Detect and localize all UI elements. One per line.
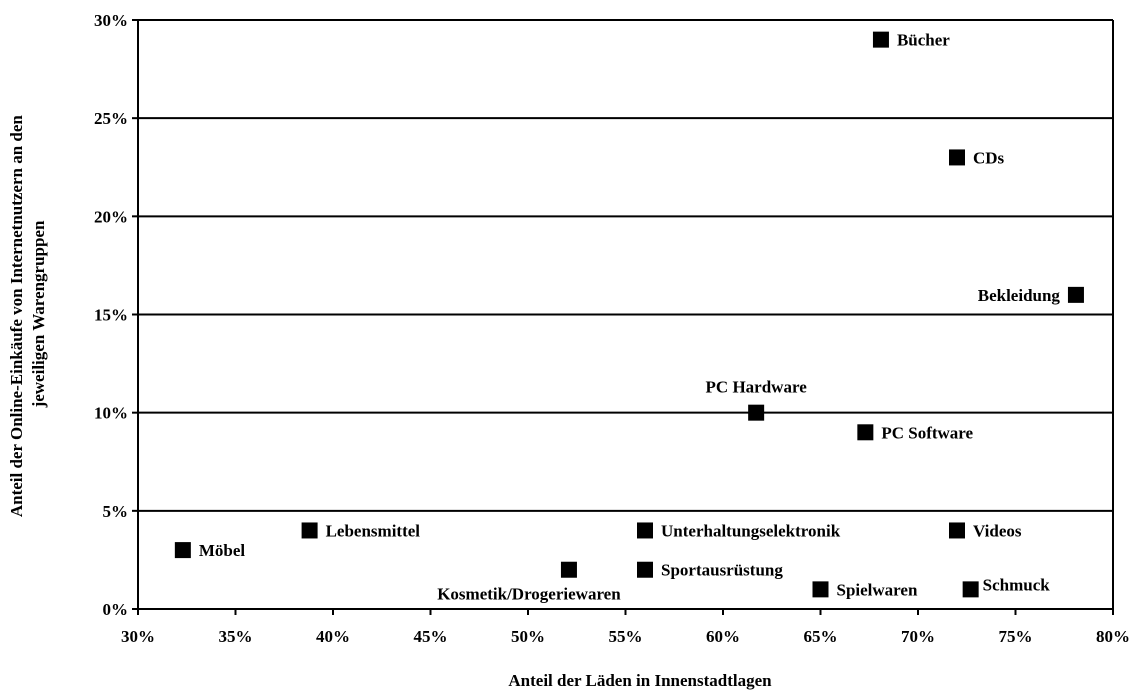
data-point (962, 581, 979, 598)
point-label: Bücher (897, 31, 950, 50)
data-point (949, 522, 965, 539)
data-point (637, 561, 653, 578)
y-tick-label: 25% (94, 109, 128, 128)
data-point (857, 424, 874, 441)
x-tick-label: 35% (219, 627, 253, 646)
data-points: Bücher CDs Bekleidung PC Hardware PC Softwar… (174, 31, 1084, 604)
y-tick-label: 10% (94, 404, 128, 423)
data-point (949, 149, 965, 166)
x-tick-label: 65% (804, 627, 838, 646)
point-label: Videos (973, 521, 1022, 540)
point-label: PC Hardware (706, 378, 808, 397)
point-label: Schmuck (983, 575, 1051, 594)
data-point (748, 404, 765, 421)
y-axis-title-line-1: Anteil der Online-Einkäufe von Internetn… (7, 115, 26, 518)
y-tick-label: 30% (94, 11, 128, 30)
x-tick-label: 60% (706, 627, 740, 646)
data-point (174, 542, 191, 559)
x-tick-label: 50% (511, 627, 545, 646)
y-tick-label: 20% (94, 207, 128, 226)
y-axis-ticks: 0% 5% 10% 15% 20% 25% 30% (94, 11, 138, 619)
data-point (872, 31, 889, 48)
data-point (637, 522, 653, 539)
x-tick-label: 80% (1096, 627, 1130, 646)
x-axis-ticks: 30% 35% 40% 45% 50% 55% 60% 65% 70% 75% 80% (121, 609, 1130, 646)
point-label: Kosmetik/Drogeriewaren (437, 585, 621, 604)
point-label: Sportausrüstung (661, 561, 783, 580)
x-tick-label: 45% (414, 627, 448, 646)
x-tick-label: 70% (901, 627, 935, 646)
x-axis-title: Anteil der Läden in Innenstadtlagen (508, 671, 772, 690)
point-label: Bekleidung (978, 286, 1061, 305)
y-tick-label: 0% (103, 600, 129, 619)
x-tick-label: 55% (609, 627, 643, 646)
gridlines (138, 19, 1113, 512)
data-point (812, 581, 829, 598)
point-label: PC Software (881, 423, 973, 442)
point-label: Spielwaren (837, 580, 918, 599)
data-point (301, 522, 318, 539)
point-label: Lebensmittel (326, 521, 421, 540)
x-tick-label: 75% (999, 627, 1033, 646)
y-axis-title-line-2: jeweiligen Warengruppen (29, 220, 48, 408)
x-tick-label: 30% (121, 627, 155, 646)
data-point (1067, 286, 1084, 303)
y-axis-title: Anteil der Online-Einkäufe von Internetn… (7, 111, 48, 517)
y-tick-label: 15% (94, 306, 128, 325)
x-tick-label: 40% (316, 627, 350, 646)
y-tick-label: 5% (103, 502, 129, 521)
point-label: Möbel (199, 541, 246, 560)
data-point (560, 561, 577, 578)
point-label: CDs (973, 148, 1005, 167)
point-label: Unterhaltungselektronik (661, 521, 841, 540)
